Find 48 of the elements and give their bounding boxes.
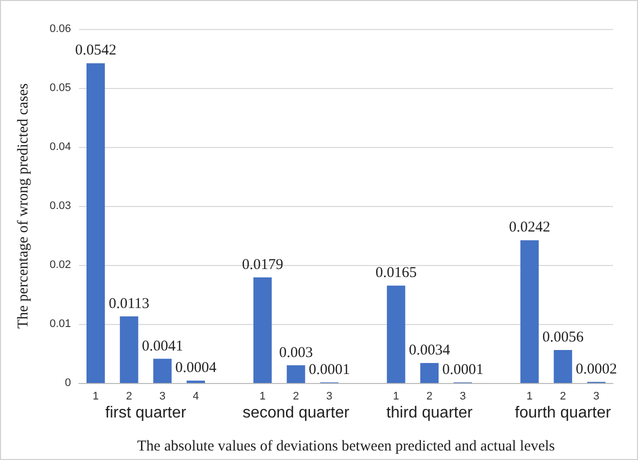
text: first quarter [105, 404, 187, 422]
bar [253, 277, 272, 383]
bar [286, 365, 306, 383]
y-tick-label: 0.06 [50, 23, 71, 35]
x-tick-label: 4 [192, 390, 199, 402]
y-tick-label: 0.02 [50, 259, 71, 271]
y-tick-label: 0.04 [50, 141, 71, 153]
x-tick-label: 2 [126, 390, 132, 402]
data-label: 0.003 [279, 344, 313, 361]
data-label: 0.0056 [542, 329, 584, 346]
data-label: 0.0041 [142, 338, 184, 354]
x-tick-label: 2 [426, 390, 432, 402]
x-tick-label: 2 [292, 390, 299, 402]
y-axis-title: The percentage of wrong predicted cases [16, 83, 32, 329]
x-tick-label: 3 [460, 390, 466, 402]
data-label: 0.0034 [408, 342, 451, 358]
data-label: 0.0179 [242, 256, 284, 273]
x-tick-label: 3 [159, 390, 166, 402]
data-label: 0.0113 [108, 296, 150, 312]
bar [386, 286, 406, 383]
data-label: 0.0001 [442, 362, 484, 378]
y-tick-label: 0.05 [50, 82, 71, 94]
x-axis-title: The absolute values of deviations between predicted and actual levels [137, 438, 556, 454]
x-tick-label: 1 [260, 390, 266, 402]
bar [120, 316, 138, 383]
bar [520, 240, 539, 383]
bar [554, 350, 572, 383]
data-label: 0.0242 [508, 220, 550, 236]
x-tick-label: 3 [326, 390, 332, 402]
data-label: 0.0542 [75, 42, 116, 59]
text: third quarter [386, 404, 474, 422]
data-label: 0.0002 [576, 361, 617, 378]
data-label: 0.0165 [375, 265, 417, 282]
text: fourth quarter [514, 404, 612, 422]
y-tick-label: 0.01 [50, 318, 71, 330]
x-tick-label: 1 [92, 390, 99, 402]
x-tick-label: 1 [526, 390, 533, 402]
data-label: 0.0004 [175, 360, 217, 376]
bar [420, 362, 439, 383]
x-tick-label: 3 [593, 390, 600, 402]
y-tick-label: 0 [64, 377, 71, 389]
text: second quarter [242, 404, 350, 422]
data-label: 0.0001 [308, 362, 350, 378]
x-tick-label: 2 [560, 390, 566, 402]
bar [86, 63, 105, 383]
x-tick-label: 1 [393, 390, 400, 402]
bar [153, 358, 172, 383]
y-tick-label: 0.03 [50, 200, 71, 212]
